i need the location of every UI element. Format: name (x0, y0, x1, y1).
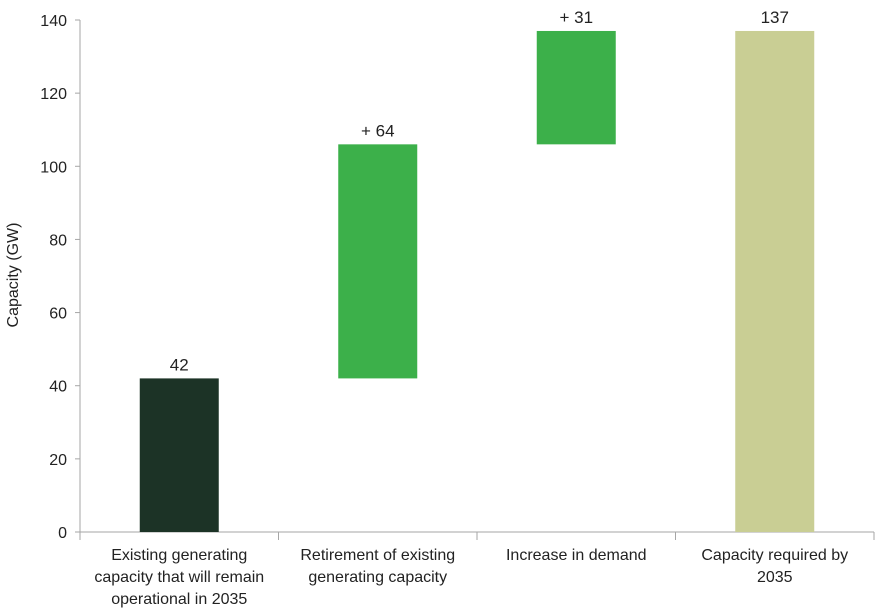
y-tick-label: 120 (40, 86, 67, 103)
y-tick-label: 100 (40, 159, 67, 176)
y-axis-label: Capacity (GW) (5, 223, 22, 328)
x-tick-label: Capacity required by (701, 547, 848, 564)
y-tick-label: 20 (49, 452, 67, 469)
x-tick-label: generating capacity (308, 569, 447, 586)
data-label: + 64 (361, 121, 395, 140)
x-tick-label: Increase in demand (506, 547, 647, 564)
data-label: + 31 (559, 8, 593, 27)
x-tick-label: Retirement of existing (300, 547, 455, 564)
bars-group (139, 30, 815, 532)
data-label: 42 (170, 355, 189, 374)
x-tick-label: 2035 (757, 569, 793, 586)
y-tick-label: 0 (58, 525, 67, 542)
y-tick-label: 140 (40, 13, 67, 30)
y-tick-label: 40 (49, 379, 67, 396)
y-tick-label: 60 (49, 306, 67, 323)
x-tick-label: operational in 2035 (111, 591, 247, 608)
x-tick-label: Existing generating (111, 547, 247, 564)
data-label: 137 (761, 8, 789, 27)
bar-3 (536, 30, 616, 145)
bar-2 (338, 144, 418, 379)
data-labels: 42 + 64 + 31 137 (170, 8, 789, 374)
bar-1 (139, 378, 219, 532)
bar-4 (735, 30, 815, 532)
category-labels: Existing generating capacity that will re… (94, 547, 848, 608)
x-tick-label: capacity that will remain (94, 569, 264, 586)
y-tick-label: 80 (49, 232, 67, 249)
